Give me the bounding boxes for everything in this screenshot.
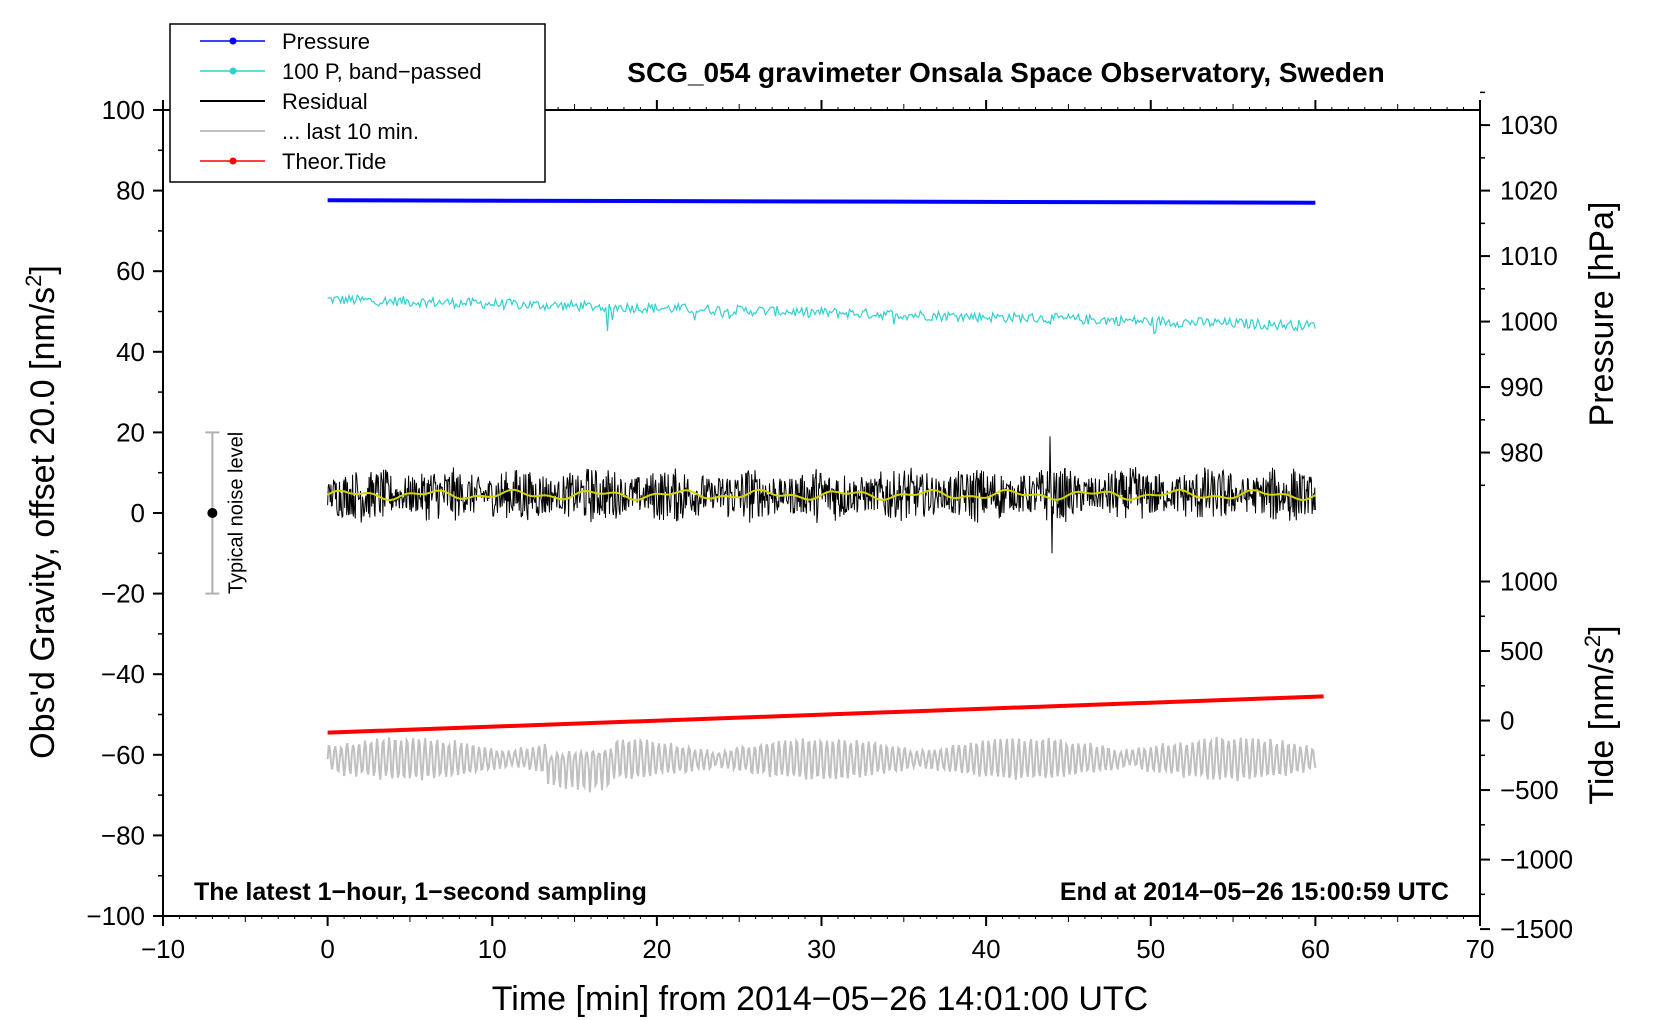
legend: Pressure 100 P, band−passed Residual ...… <box>169 23 546 183</box>
legend-item-last10: ... last 10 min. <box>200 119 419 144</box>
y-tick-label: 40 <box>116 337 145 367</box>
legend-marker-tide <box>229 157 237 165</box>
series-bandpassed <box>327 293 1316 336</box>
x-tick-label: 60 <box>1301 934 1330 964</box>
y-tick-label: 60 <box>116 256 145 286</box>
series-residual <box>327 436 1316 554</box>
tide-axis-title-sup: 2 <box>1580 635 1605 647</box>
y-tick-label: 80 <box>116 176 145 206</box>
legend-item-bandpassed: 100 P, band−passed <box>200 59 482 84</box>
x-tick-label: 30 <box>807 934 836 964</box>
y-axis-ticks: 100 80 60 40 20 0 −20 −40 −60 −80 −100 <box>86 95 163 931</box>
y-axis-title-left-main: Obs'd Gravity, offset 20.0 [nm/s <box>24 287 62 759</box>
pressure-tick-label: 1000 <box>1500 307 1558 337</box>
legend-label-last10: ... last 10 min. <box>282 119 419 144</box>
tide-tick-label: −500 <box>1500 775 1559 805</box>
pressure-tick-label: 990 <box>1500 372 1543 402</box>
noise-bar: Typical noise level <box>205 431 247 595</box>
pressure-tick-label: 1030 <box>1500 110 1558 140</box>
legend-label-residual: Residual <box>282 89 368 114</box>
legend-label-pressure: Pressure <box>282 29 370 54</box>
tide-axis-ticks: 1000 500 0 −500 −1000 −1500 <box>1480 567 1573 944</box>
series-pressure <box>327 198 1316 205</box>
tide-tick-label: −1500 <box>1500 914 1573 944</box>
pressure-axis-title: Pressure [hPa] <box>1583 202 1621 427</box>
y-tick-label: −20 <box>101 579 145 609</box>
pressure-axis-ticks: 1030 1020 1010 1000 990 980 <box>1480 91 1558 487</box>
pressure-tick-label: 980 <box>1500 438 1543 468</box>
x-tick-label: −10 <box>141 934 185 964</box>
note-right: End at 2014−05−26 15:00:59 UTC <box>1060 878 1449 906</box>
pressure-tick-label: 1010 <box>1500 241 1558 271</box>
y-tick-label: 20 <box>116 417 145 447</box>
legend-box <box>169 23 546 183</box>
y-axis-title-left: Obs'd Gravity, offset 20.0 [nm/s2] <box>21 265 62 759</box>
note-left: The latest 1−hour, 1−second sampling <box>194 878 647 906</box>
x-axis-title: Time [min] from 2014−05−26 14:01:00 UTC <box>492 980 1148 1018</box>
pressure-tick-label: 1020 <box>1500 176 1558 206</box>
series-residual-smoothed <box>327 488 1316 502</box>
x-tick-label: 70 <box>1466 934 1495 964</box>
x-axis-ticks: −10 0 10 20 30 40 50 60 70 <box>141 100 1495 964</box>
tide-axis-title-main: Tide [nm/s <box>1583 647 1621 804</box>
y-tick-label: 0 <box>131 498 145 528</box>
noise-bar-label: Typical noise level <box>225 432 247 594</box>
series-layer <box>326 198 1324 793</box>
y-tick-label: −100 <box>86 901 145 931</box>
x-tick-label: 20 <box>642 934 671 964</box>
x-tick-label: 10 <box>478 934 507 964</box>
legend-item-pressure: Pressure <box>200 29 370 54</box>
x-tick-label: 50 <box>1136 934 1165 964</box>
noise-bar-center-dot <box>207 508 218 518</box>
series-last-10-min <box>326 736 1317 793</box>
legend-label-tide: Theor.Tide <box>282 149 386 174</box>
tide-tick-label: 1000 <box>1500 567 1558 597</box>
chart-title: SCG_054 gravimeter Onsala Space Observat… <box>627 57 1384 88</box>
legend-marker-pressure <box>229 37 237 45</box>
x-tick-label: 0 <box>320 934 334 964</box>
y-tick-label: 100 <box>102 95 145 125</box>
y-tick-label: −40 <box>101 659 145 689</box>
x-tick-label: 40 <box>972 934 1001 964</box>
y-tick-label: −60 <box>101 740 145 770</box>
series-tide <box>327 694 1324 735</box>
tide-axis-title-tail: ] <box>1583 625 1621 634</box>
tide-tick-label: 500 <box>1500 636 1543 666</box>
tide-axis-title: Tide [nm/s2] <box>1580 625 1621 804</box>
legend-item-residual: Residual <box>200 89 368 114</box>
y-tick-label: −80 <box>101 820 145 850</box>
y-axis-title-left-tail: ] <box>24 265 62 274</box>
tide-tick-label: 0 <box>1500 706 1514 736</box>
legend-label-bandpassed: 100 P, band−passed <box>282 59 482 84</box>
tide-tick-label: −1000 <box>1500 845 1573 875</box>
legend-item-tide: Theor.Tide <box>200 149 386 174</box>
y-axis-title-left-sup: 2 <box>21 275 46 287</box>
legend-marker-bandpassed <box>229 67 237 75</box>
